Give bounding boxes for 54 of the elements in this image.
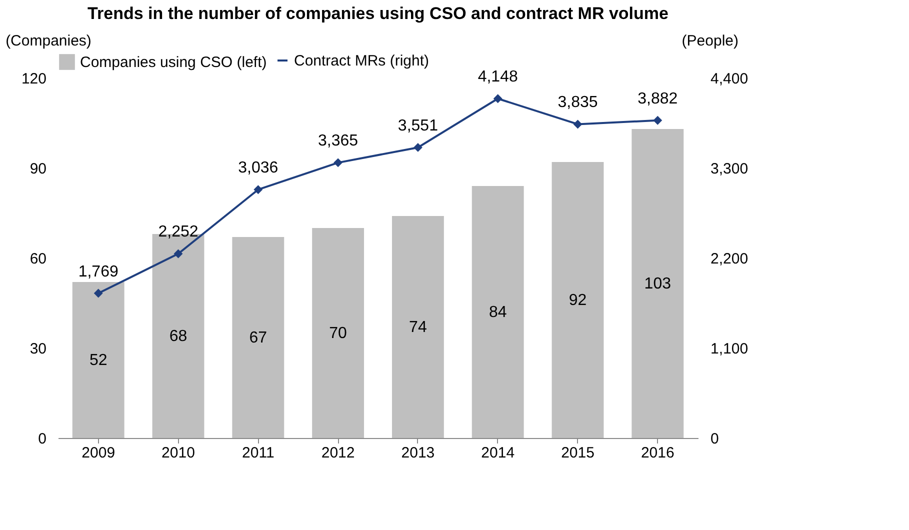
point [653,116,662,125]
point [493,94,502,104]
legend-label: Contract MRs (right) [294,52,430,70]
x-tick-label: 2014 [481,444,515,462]
text: 52 [89,352,108,369]
text: 3,882 [638,90,678,108]
x-tick-label: 2010 [162,444,195,462]
y-tick-label: 0 [38,430,46,448]
text: 92 [568,292,587,309]
point [254,185,263,194]
text: 4,148 [478,68,518,86]
y2-tick-label: 1,100 [710,340,748,358]
bar [72,282,124,438]
point [413,142,422,152]
text: 3,036 [238,160,278,177]
point [174,249,183,258]
text: 2,252 [158,224,198,241]
text: 68 [169,328,188,345]
y-tick-label: 60 [30,250,46,268]
bar [232,237,284,438]
point [334,158,343,168]
y2-tick-label: 0 [710,430,719,448]
y2-tick-label: 3,300 [710,160,748,178]
y-tick-label: 90 [30,160,46,178]
y2-axis-title: (People) [682,32,738,50]
y-tick-label: 30 [30,340,46,358]
x-tick-label: 2009 [82,444,116,462]
bar [312,228,364,438]
text: 1,769 [78,263,118,280]
text: 3,365 [318,132,358,150]
x-tick-label: 2016 [640,444,674,462]
x-tick-label: 2011 [242,444,274,462]
text: 70 [329,325,347,342]
text: 84 [488,304,507,321]
text: 3,835 [558,94,598,112]
text: 103 [644,276,671,292]
text: 67 [249,330,268,346]
bar [472,186,524,438]
text: 74 [409,319,427,336]
y-axis-title: (Companies) [6,32,92,50]
point [573,120,582,129]
y2-tick-label: 4,400 [710,70,748,88]
legend-label: Companies using CSO (left) [80,54,267,71]
x-tick-label: 2015 [561,444,594,462]
point [94,288,103,298]
x-tick-label: 2013 [401,444,435,462]
text: 3,551 [398,117,438,134]
y2-tick-label: 2,200 [710,250,748,268]
bar [552,162,604,438]
bar [392,216,444,438]
chart-title: Trends in the number of companies using CSO and contract MR volume [88,4,668,23]
y-tick-label: 120 [21,70,46,88]
x-tick-label: 2012 [321,444,355,462]
bar [632,129,684,438]
